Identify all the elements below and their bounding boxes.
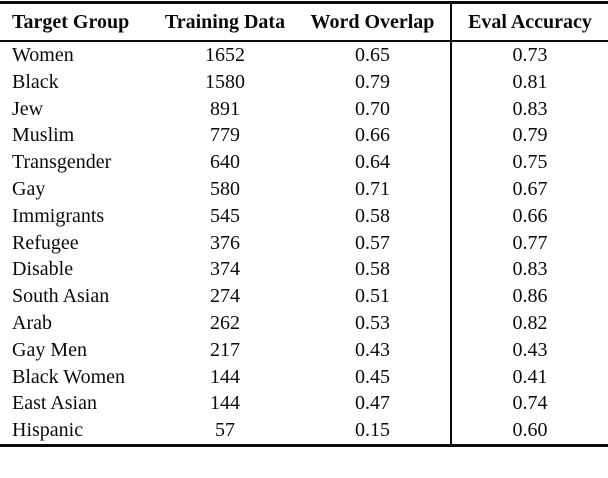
cell-eval-accuracy: 0.60 bbox=[450, 417, 608, 446]
cell-training-data: 262 bbox=[210, 311, 240, 334]
table-row: Muslim 779 0.66 0.79 bbox=[0, 122, 608, 150]
cell-word-overlap: 0.47 bbox=[355, 392, 390, 415]
cell-training-data: 580 bbox=[210, 177, 240, 200]
cell-eval-accuracy: 0.83 bbox=[450, 256, 608, 284]
cell-eval-accuracy: 0.75 bbox=[450, 149, 608, 176]
table-body: Women 1652 0.65 0.73 Black 1580 0.79 0.81 Jew 891… bbox=[0, 41, 608, 446]
table-row: Gay 580 0.71 0.67 bbox=[0, 175, 608, 203]
cell-training-data: 374 bbox=[210, 258, 240, 281]
cell-eval-accuracy: 0.74 bbox=[450, 390, 608, 418]
cell-word-overlap: 0.15 bbox=[355, 419, 390, 442]
cell-eval-accuracy: 0.79 bbox=[450, 122, 608, 150]
cell-training-data: 779 bbox=[210, 124, 240, 147]
cell-word-overlap: 0.65 bbox=[355, 44, 390, 66]
cell-word-overlap: 0.57 bbox=[355, 231, 390, 254]
cell-training-data: 144 bbox=[210, 392, 240, 415]
table-row: Women 1652 0.65 0.73 bbox=[0, 41, 608, 69]
cell-eval-accuracy: 0.81 bbox=[450, 68, 608, 96]
cell-word-overlap: 0.58 bbox=[355, 204, 390, 227]
cell-eval-accuracy: 0.43 bbox=[450, 336, 608, 364]
cell-training-data: 545 bbox=[210, 204, 240, 227]
cell-word-overlap: 0.51 bbox=[355, 285, 390, 308]
cell-target-group: South Asian bbox=[12, 285, 110, 308]
table-row: Immigrants 545 0.58 0.66 bbox=[0, 202, 608, 230]
cell-training-data: 376 bbox=[210, 231, 240, 254]
cell-word-overlap: 0.66 bbox=[355, 124, 390, 147]
table-row: Black Women 144 0.45 0.41 bbox=[0, 363, 608, 391]
cell-training-data: 144 bbox=[210, 365, 240, 388]
cell-eval-accuracy: 0.86 bbox=[450, 283, 608, 310]
cell-target-group: Gay bbox=[12, 177, 46, 200]
table-row: Jew 891 0.70 0.83 bbox=[0, 95, 608, 123]
cell-training-data: 891 bbox=[210, 97, 240, 120]
table-row: East Asian 144 0.47 0.74 bbox=[0, 390, 608, 418]
header-row: Target Group Training Data Word Overlap … bbox=[0, 2, 608, 41]
table-row: Gay Men 217 0.43 0.43 bbox=[0, 336, 608, 364]
cell-eval-accuracy: 0.83 bbox=[450, 95, 608, 123]
cell-training-data: 274 bbox=[210, 285, 240, 308]
cell-word-overlap: 0.79 bbox=[355, 70, 390, 93]
header-training-data: Training Data bbox=[164, 10, 286, 33]
table-row: Black 1580 0.79 0.81 bbox=[0, 68, 608, 96]
cell-target-group: Refugee bbox=[12, 231, 79, 254]
cell-eval-accuracy: 0.73 bbox=[450, 41, 608, 69]
cell-training-data: 217 bbox=[210, 338, 240, 361]
results-table: Target Group Training Data Word Overlap … bbox=[0, 1, 608, 447]
table-header: Target Group Training Data Word Overlap … bbox=[0, 2, 608, 41]
cell-target-group: Jew bbox=[12, 97, 44, 120]
cell-eval-accuracy: 0.41 bbox=[450, 363, 608, 391]
table-row: Disable 374 0.58 0.83 bbox=[0, 256, 608, 284]
cell-target-group: East Asian bbox=[12, 392, 97, 415]
cell-word-overlap: 0.64 bbox=[355, 151, 390, 174]
cell-word-overlap: 0.45 bbox=[355, 365, 390, 388]
cell-eval-accuracy: 0.82 bbox=[450, 309, 608, 337]
cell-target-group: Gay Men bbox=[12, 338, 87, 361]
table-row: Refugee 376 0.57 0.77 bbox=[0, 229, 608, 257]
cell-target-group: Muslim bbox=[12, 124, 75, 147]
cell-target-group: Hispanic bbox=[12, 419, 84, 442]
header-eval-accuracy: Eval Accuracy bbox=[450, 2, 608, 41]
cell-word-overlap: 0.70 bbox=[355, 97, 390, 120]
cell-target-group: Immigrants bbox=[12, 204, 105, 227]
cell-target-group: Black Women bbox=[12, 365, 125, 388]
table-row: South Asian 274 0.51 0.86 bbox=[0, 283, 608, 310]
cell-target-group: Arab bbox=[12, 311, 52, 334]
cell-target-group: Black bbox=[12, 70, 59, 93]
cell-eval-accuracy: 0.77 bbox=[450, 229, 608, 257]
cell-eval-accuracy: 0.66 bbox=[450, 202, 608, 230]
cell-training-data: 57 bbox=[215, 419, 235, 442]
cell-training-data: 1652 bbox=[205, 44, 245, 66]
cell-training-data: 640 bbox=[210, 151, 240, 174]
cell-eval-accuracy: 0.67 bbox=[450, 175, 608, 203]
cell-word-overlap: 0.43 bbox=[355, 338, 390, 361]
cell-word-overlap: 0.58 bbox=[355, 258, 390, 281]
cell-target-group: Women bbox=[12, 44, 74, 66]
cell-target-group: Disable bbox=[12, 258, 74, 281]
cell-word-overlap: 0.53 bbox=[355, 311, 390, 334]
header-target-group: Target Group bbox=[12, 10, 130, 33]
cell-target-group: Transgender bbox=[12, 151, 112, 174]
cell-training-data: 1580 bbox=[205, 70, 245, 93]
table-row: Transgender 640 0.64 0.75 bbox=[0, 149, 608, 176]
table-row: Arab 262 0.53 0.82 bbox=[0, 309, 608, 337]
header-word-overlap: Word Overlap bbox=[310, 10, 435, 33]
cell-word-overlap: 0.71 bbox=[355, 177, 390, 200]
table-row: Hispanic 57 0.15 0.60 bbox=[0, 417, 608, 446]
